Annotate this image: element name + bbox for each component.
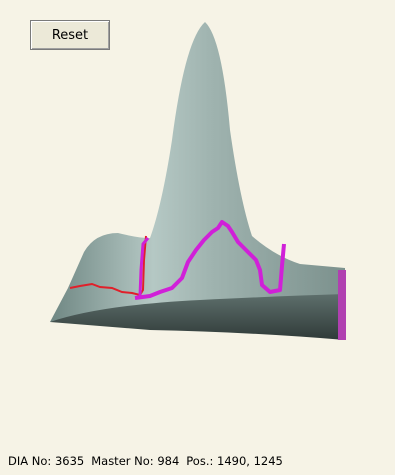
edge-highlight — [338, 270, 346, 340]
status-item: Pos.: 1490, 1245 — [186, 454, 283, 468]
status-item: DIA No: 3635 — [8, 454, 84, 468]
status-bar: DIA No: 3635 Master No: 984 Pos.: 1490, 12… — [8, 454, 283, 468]
surface-view — [0, 0, 395, 445]
status-item: Master No: 984 — [91, 454, 179, 468]
surface — [50, 22, 345, 340]
app-window: Reset DIA No: 3635 Master No: 984 Pos.: 14… — [0, 0, 395, 475]
reset-button[interactable]: Reset — [30, 20, 110, 50]
